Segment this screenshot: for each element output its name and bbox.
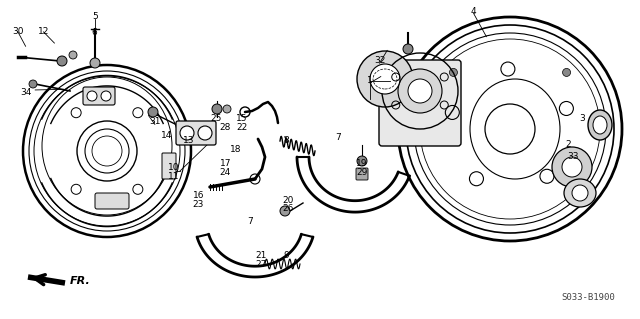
Circle shape [280, 206, 290, 216]
Circle shape [87, 91, 97, 101]
Text: 25: 25 [211, 114, 222, 122]
Text: 23: 23 [193, 200, 204, 209]
Ellipse shape [588, 110, 612, 140]
Circle shape [223, 105, 231, 113]
Circle shape [563, 69, 571, 77]
Text: 22: 22 [236, 123, 248, 132]
Text: 5: 5 [92, 12, 97, 21]
Text: 11: 11 [168, 172, 180, 181]
Circle shape [212, 104, 222, 114]
Text: 29: 29 [356, 168, 367, 177]
FancyBboxPatch shape [379, 60, 461, 146]
Circle shape [101, 91, 111, 101]
Circle shape [148, 107, 158, 117]
Text: 19: 19 [356, 159, 367, 168]
FancyBboxPatch shape [356, 168, 368, 180]
Circle shape [357, 156, 367, 166]
Text: 34: 34 [20, 88, 31, 97]
Circle shape [572, 185, 588, 201]
Text: 28: 28 [220, 123, 231, 132]
Text: 27: 27 [255, 260, 267, 269]
FancyBboxPatch shape [95, 193, 129, 209]
Text: 31: 31 [149, 117, 161, 126]
Text: 13: 13 [183, 137, 195, 145]
Ellipse shape [564, 179, 596, 207]
Ellipse shape [593, 116, 607, 134]
Text: 18: 18 [230, 145, 241, 154]
Circle shape [403, 44, 413, 54]
Circle shape [29, 80, 37, 88]
Text: S033-B1900: S033-B1900 [561, 293, 615, 301]
Circle shape [552, 147, 592, 187]
Text: 6: 6 [92, 28, 97, 37]
Text: 30: 30 [12, 27, 24, 36]
Text: 7: 7 [335, 133, 340, 142]
Text: 21: 21 [255, 251, 267, 260]
Text: 15: 15 [236, 114, 248, 122]
Text: 8: 8 [284, 136, 289, 145]
FancyBboxPatch shape [83, 87, 115, 105]
Text: 16: 16 [193, 191, 204, 200]
Text: 32: 32 [374, 56, 385, 65]
Text: 9: 9 [284, 251, 289, 260]
Circle shape [180, 126, 194, 140]
Text: 14: 14 [161, 131, 172, 140]
Text: FR.: FR. [70, 276, 91, 286]
FancyBboxPatch shape [162, 153, 176, 179]
Text: 26: 26 [282, 204, 294, 213]
Circle shape [198, 126, 212, 140]
Text: 33: 33 [568, 152, 579, 161]
Circle shape [90, 58, 100, 68]
Text: 1: 1 [367, 76, 372, 85]
Text: 7: 7 [247, 217, 252, 226]
FancyBboxPatch shape [176, 121, 216, 145]
Circle shape [408, 79, 432, 103]
Circle shape [69, 51, 77, 59]
Circle shape [398, 69, 442, 113]
Circle shape [370, 64, 400, 94]
Circle shape [449, 69, 458, 77]
Text: 4: 4 [471, 7, 476, 16]
Circle shape [562, 157, 582, 177]
Text: 2: 2 [566, 140, 571, 149]
Text: 3: 3 [580, 114, 585, 123]
Text: 17: 17 [220, 159, 231, 168]
Text: 12: 12 [38, 27, 49, 36]
Text: 10: 10 [168, 163, 180, 172]
Circle shape [57, 56, 67, 66]
Text: 24: 24 [220, 168, 231, 177]
Text: 20: 20 [282, 197, 294, 205]
Circle shape [357, 51, 413, 107]
